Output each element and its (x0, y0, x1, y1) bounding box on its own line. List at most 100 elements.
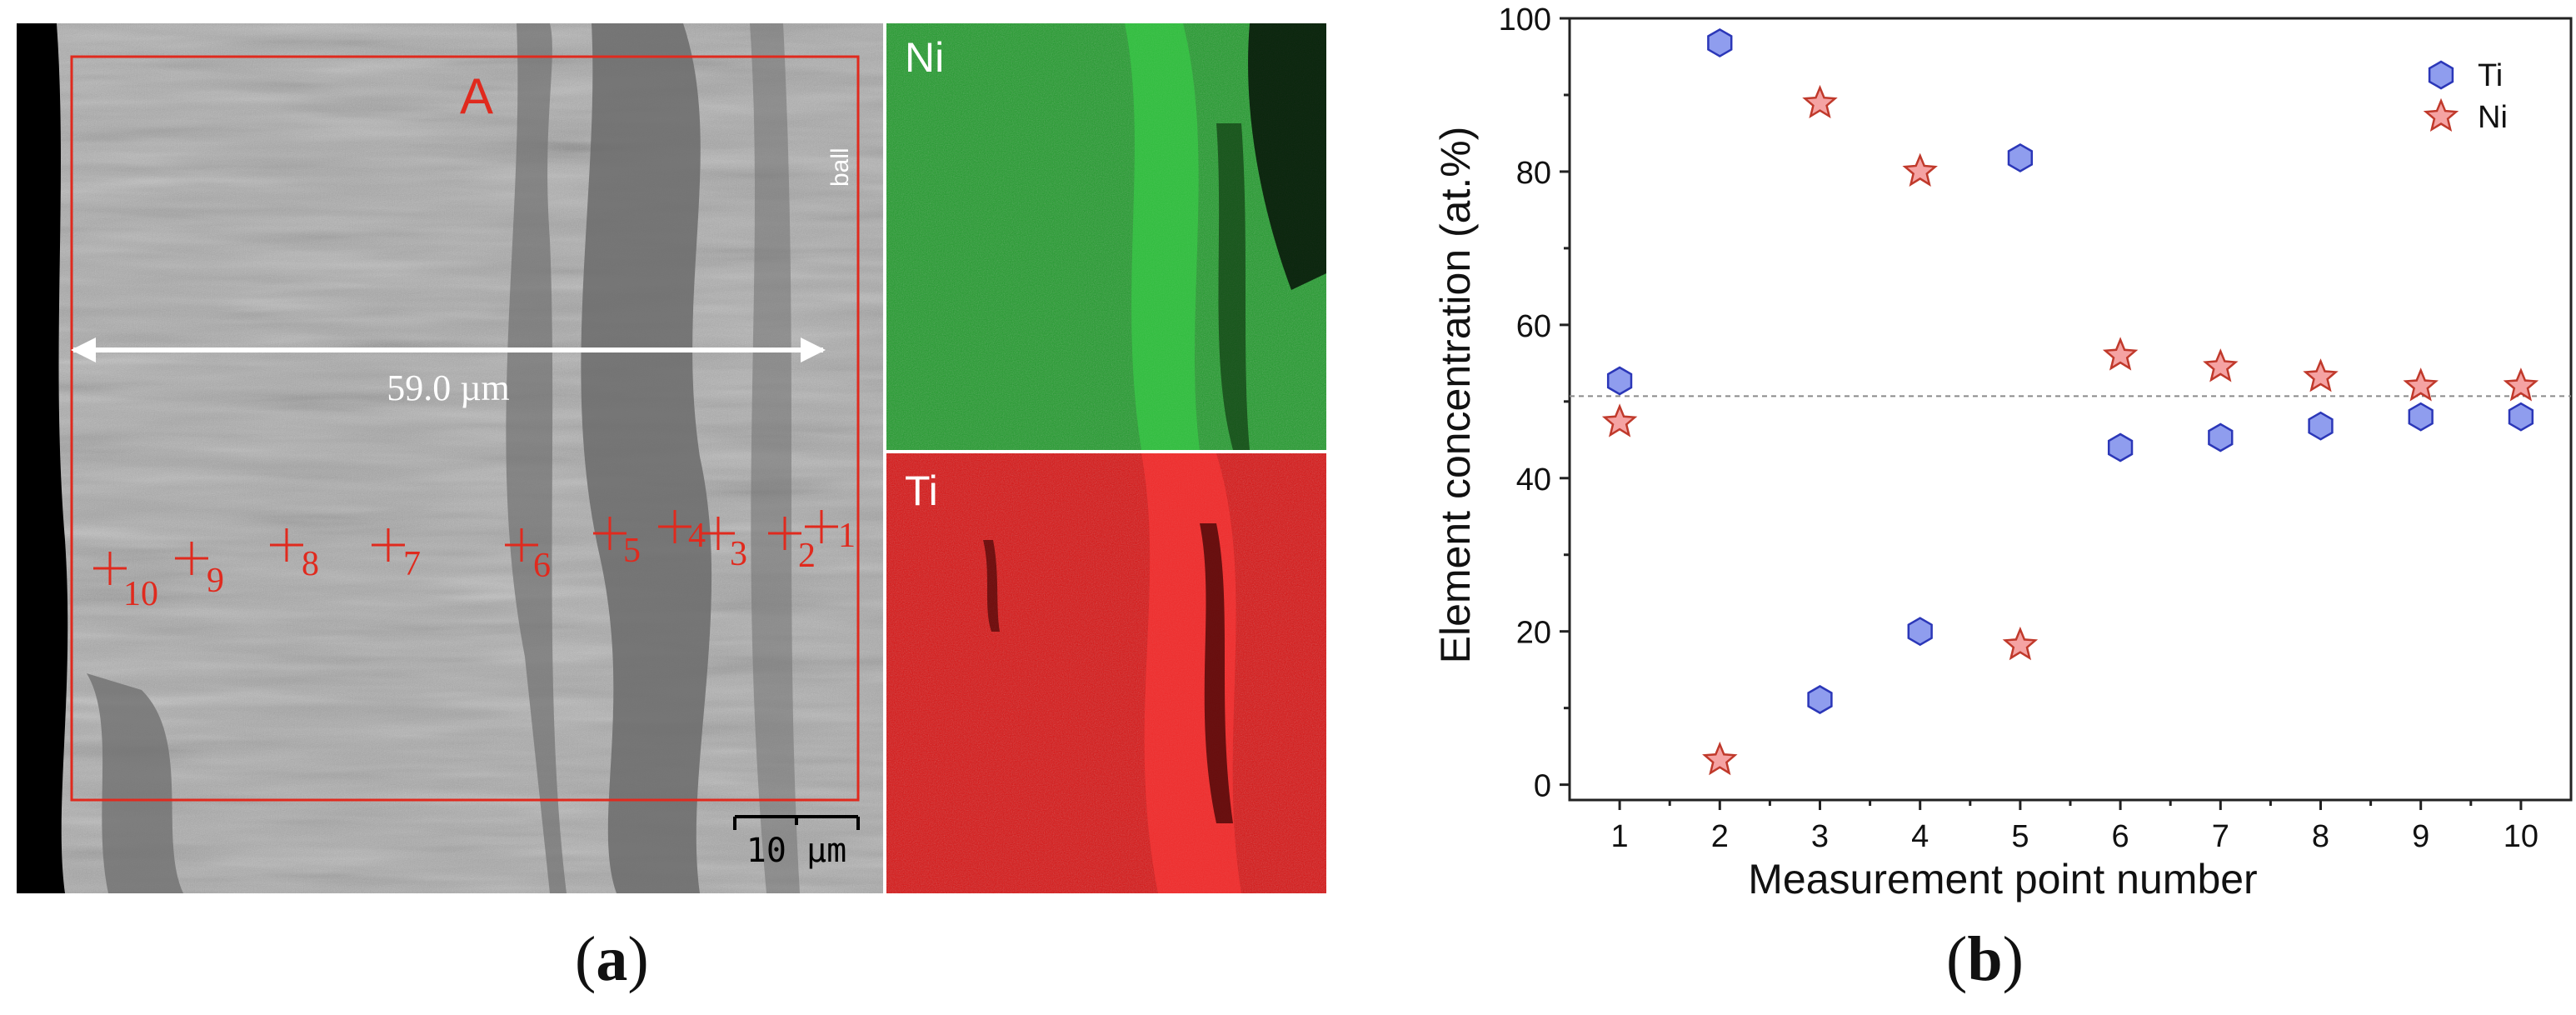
x-tick-label: 8 (2312, 819, 2329, 854)
ti-map: Ti (886, 453, 1326, 893)
x-tick-label: 5 (2011, 819, 2029, 854)
x-tick-label: 2 (1711, 819, 1729, 854)
point-ni-8 (2303, 358, 2339, 392)
point-cross (175, 542, 208, 575)
point-cross (505, 528, 538, 562)
point-marker-5: 5 (593, 517, 641, 570)
legend-marker (2423, 98, 2459, 132)
point-marker-6: 6 (505, 528, 551, 585)
point-cross (93, 552, 127, 585)
point-ni-4 (1902, 152, 1938, 187)
chart-marks (1601, 28, 2539, 776)
point-ti-6 (2107, 432, 2134, 462)
point-marker-4: 4 (658, 510, 706, 555)
chart-legend: Ti Ni (2423, 58, 2508, 135)
point-marker-3: 3 (701, 517, 747, 573)
x-tick-label: 7 (2212, 819, 2229, 854)
point-ti-9 (2408, 402, 2434, 432)
point-marker-1: 1 (805, 510, 856, 555)
caption-a-open: ( (575, 924, 597, 994)
point-ni-1 (1601, 403, 1638, 438)
point-label: 4 (688, 517, 706, 555)
point-ni-9 (2403, 368, 2439, 402)
series-ni (1601, 84, 2539, 776)
point-ti-3 (1807, 685, 1833, 714)
point-ti-5 (2007, 142, 2034, 172)
point-label: 10 (123, 575, 158, 613)
y-tick-label: 20 (1516, 616, 1551, 651)
point-label: 8 (302, 545, 319, 583)
legend-label: Ti (2478, 58, 2503, 93)
point-cross (658, 510, 691, 543)
point-ti-4 (1907, 617, 1933, 647)
x-tick-label: 10 (2504, 819, 2539, 854)
point-ni-7 (2203, 348, 2239, 382)
legend-marker (2428, 60, 2454, 90)
point-ti-1 (1606, 366, 1633, 396)
point-ni-10 (2503, 368, 2539, 402)
point-ti-10 (2508, 402, 2534, 432)
point-cross (701, 517, 735, 550)
point-cross (372, 528, 405, 562)
ni-map-label: Ni (905, 34, 944, 81)
point-ti-8 (2308, 411, 2334, 441)
y-tick-label: 0 (1534, 769, 1551, 804)
y-axis-label: Element concentration (at.%) (1432, 127, 1479, 664)
legend-label: Ni (2478, 100, 2508, 135)
caption-a-letter: a (596, 924, 628, 994)
point-ni-5 (2002, 626, 2039, 661)
point-ti-7 (2208, 422, 2234, 452)
caption-a-close: ) (627, 924, 649, 994)
chart-axes: 0 20 40 60 80 100 1 2 3 4 5 6 7 8 9 10 (1499, 2, 2573, 854)
point-label: 5 (623, 532, 641, 570)
x-tick-label: 3 (1811, 819, 1829, 854)
micrograph (17, 23, 883, 893)
ball-label: ball (826, 148, 854, 187)
point-marker-2: 2 (768, 517, 816, 575)
scale-bar: 10 µm (733, 815, 860, 870)
point-label: 2 (798, 537, 816, 575)
x-tick-label: 1 (1611, 819, 1629, 854)
caption-b-letter: b (1967, 924, 2003, 994)
point-cross (805, 510, 838, 543)
x-tick-label: 9 (2412, 819, 2429, 854)
caption-b: (b) (1946, 923, 2024, 996)
point-marker-10: 10 (93, 552, 158, 613)
legend-item-ti: Ti (2428, 58, 2503, 93)
concentration-chart: 0 20 40 60 80 100 1 2 3 4 5 6 7 8 9 10 Ti Ni Measurement… (1432, 2, 2573, 902)
region-a-label: A (460, 68, 493, 124)
scale-bar-label: 10 µm (746, 832, 846, 870)
point-marker-9: 9 (175, 542, 224, 600)
point-label: 1 (838, 517, 856, 555)
series-ti (1606, 28, 2534, 714)
point-ni-6 (2102, 337, 2139, 371)
y-tick-label: 80 (1516, 156, 1551, 191)
point-ni-2 (1702, 741, 1738, 776)
caption-a: (a) (575, 923, 649, 996)
point-marker-7: 7 (372, 528, 421, 583)
y-tick-label: 40 (1516, 462, 1551, 498)
point-label: 7 (403, 545, 421, 583)
point-ti-2 (1707, 28, 1733, 58)
caption-b-open: ( (1946, 924, 1968, 994)
point-label: 9 (207, 562, 224, 600)
caption-b-close: ) (2002, 924, 2024, 994)
ti-map-label: Ti (905, 468, 938, 514)
point-marker-8: 8 (270, 528, 319, 583)
point-label: 3 (730, 535, 747, 573)
region-a-frame (70, 55, 860, 802)
point-ni-3 (1802, 84, 1838, 119)
point-label: 6 (533, 547, 551, 585)
point-cross (270, 528, 303, 562)
x-tick-label: 4 (1911, 819, 1929, 854)
y-tick-label: 100 (1499, 2, 1551, 38)
point-cross (768, 517, 801, 550)
width-label: 59.0 µm (387, 368, 510, 408)
x-tick-label: 6 (2112, 819, 2129, 854)
x-axis-label: Measurement point number (1748, 856, 2257, 902)
point-cross (593, 517, 627, 550)
y-tick-label: 60 (1516, 309, 1551, 344)
ni-map: Ni (886, 23, 1326, 450)
